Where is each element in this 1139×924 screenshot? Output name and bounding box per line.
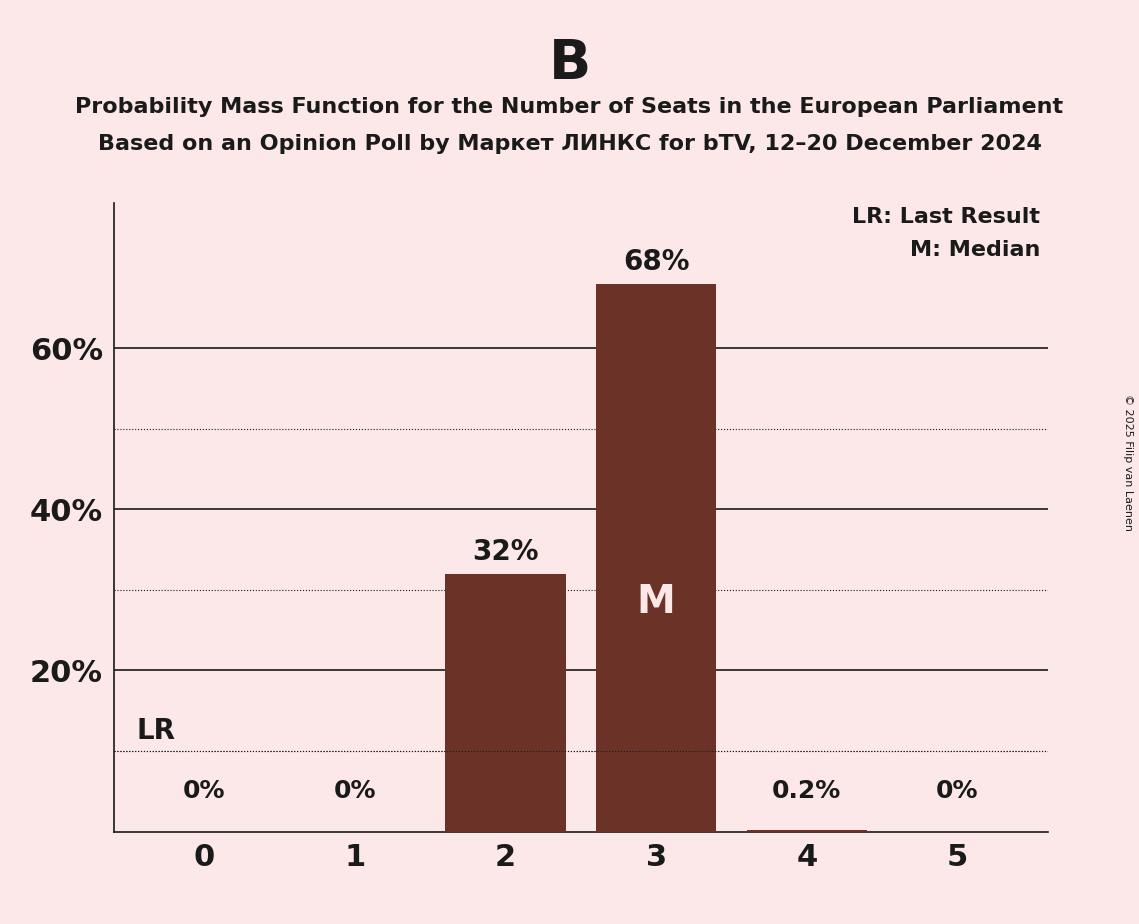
- Text: Probability Mass Function for the Number of Seats in the European Parliament: Probability Mass Function for the Number…: [75, 97, 1064, 117]
- Text: 0%: 0%: [183, 779, 226, 803]
- Text: 32%: 32%: [473, 538, 539, 565]
- Text: 68%: 68%: [623, 248, 689, 275]
- Bar: [596, 284, 716, 832]
- Text: B: B: [548, 37, 591, 91]
- Text: LR: LR: [137, 717, 175, 745]
- Text: 0%: 0%: [936, 779, 978, 803]
- Text: M: M: [637, 582, 675, 621]
- Text: Based on an Opinion Poll by Маркет ЛИНКС for bTV, 12–20 December 2024: Based on an Opinion Poll by Маркет ЛИНКС…: [98, 134, 1041, 154]
- Text: 0.2%: 0.2%: [772, 779, 842, 803]
- Text: 0%: 0%: [334, 779, 376, 803]
- Bar: [746, 830, 867, 832]
- Bar: [445, 574, 566, 832]
- Text: M: Median: M: Median: [910, 239, 1040, 260]
- Text: LR: Last Result: LR: Last Result: [852, 207, 1040, 227]
- Text: © 2025 Filip van Laenen: © 2025 Filip van Laenen: [1123, 394, 1133, 530]
